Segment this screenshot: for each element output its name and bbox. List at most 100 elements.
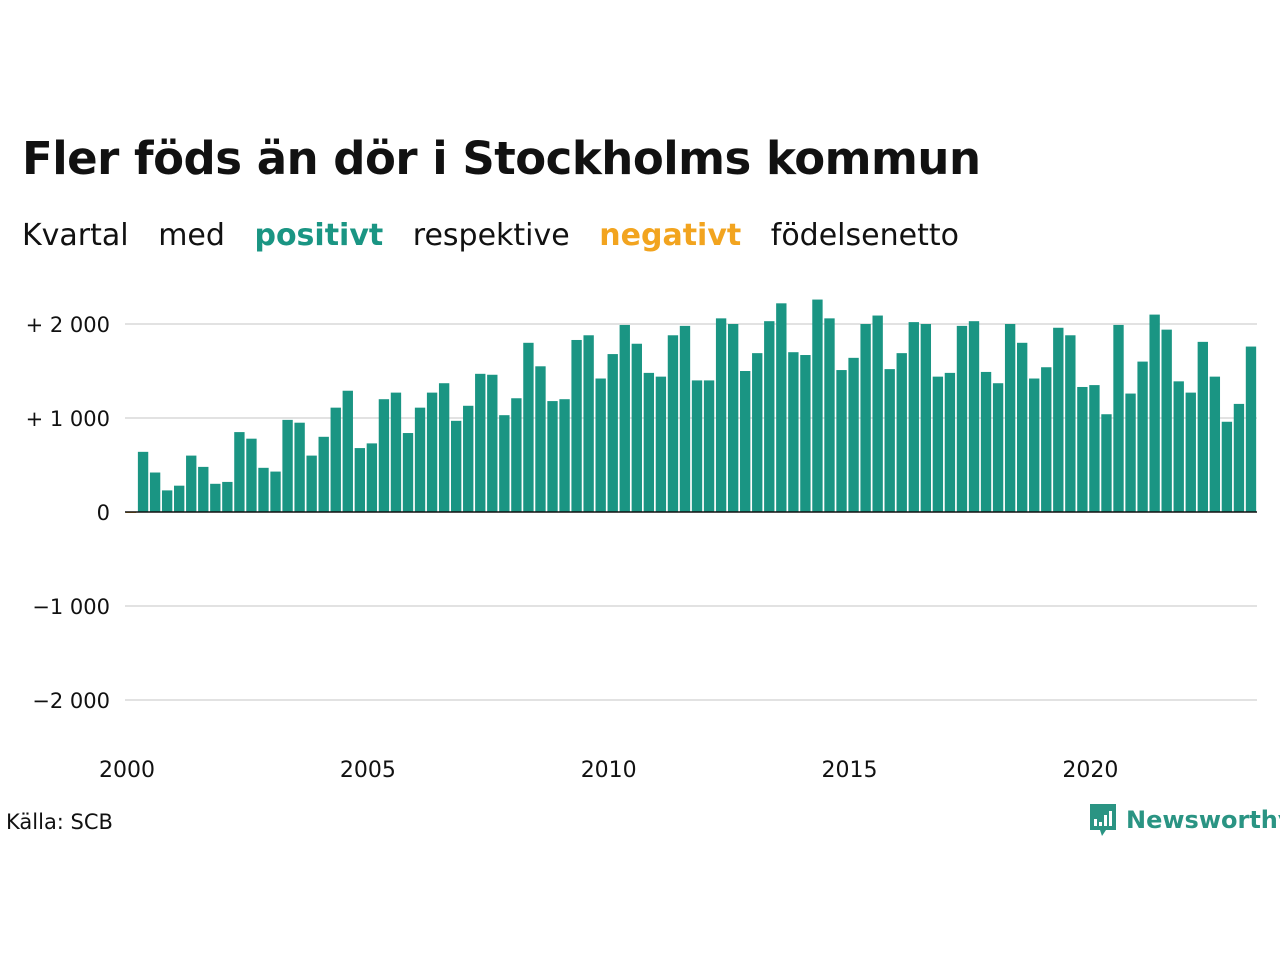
bar — [752, 353, 763, 512]
bar — [908, 322, 919, 512]
bar — [715, 318, 727, 512]
bar — [174, 485, 185, 512]
bar — [631, 343, 642, 512]
bar — [848, 357, 859, 512]
subtitle-word: födelsenetto — [770, 218, 959, 253]
brand-name: Newsworthy — [1126, 806, 1280, 834]
chart-subtitle: Kvartal med positivt respektive negativt… — [22, 218, 979, 253]
bar — [511, 398, 522, 512]
bar — [535, 366, 546, 512]
bar — [318, 436, 329, 512]
bar — [1245, 346, 1257, 512]
bar-chart: + 2 000 + 1 000 0 −1 000 −2 000 2000 2005 2010 2… — [26, 299, 1257, 783]
bar — [1197, 341, 1208, 512]
bar — [487, 374, 498, 512]
bar — [330, 407, 341, 512]
bar — [475, 373, 486, 512]
bar — [920, 324, 932, 512]
bar — [1113, 324, 1124, 512]
bar — [776, 303, 787, 512]
bar — [1089, 385, 1100, 512]
bar — [1053, 327, 1064, 512]
bar — [234, 432, 245, 512]
newsworthy-logo-icon — [1090, 804, 1116, 836]
bar — [1161, 329, 1172, 512]
bar — [149, 472, 161, 512]
bar — [1209, 376, 1221, 512]
bar — [499, 415, 510, 512]
bar — [342, 390, 353, 512]
bar — [390, 392, 402, 512]
bar — [523, 342, 534, 512]
y-tick-label: −1 000 — [32, 595, 110, 619]
bar — [703, 380, 715, 512]
bar — [655, 376, 667, 512]
bar — [161, 490, 173, 512]
bar — [559, 399, 570, 512]
bar — [450, 420, 462, 512]
bar — [1185, 392, 1196, 512]
bar — [1233, 403, 1245, 512]
bar — [800, 355, 811, 512]
bar — [1221, 421, 1233, 512]
bar — [643, 372, 655, 512]
bar — [1065, 335, 1076, 512]
bar — [210, 483, 221, 512]
bar — [1173, 381, 1184, 512]
bar — [860, 324, 871, 512]
bar — [246, 438, 257, 512]
bar — [764, 321, 775, 512]
x-tick-label: 2015 — [822, 758, 878, 783]
subtitle-positive: positivt — [254, 218, 384, 253]
bar — [571, 339, 582, 512]
x-tick-label: 2020 — [1062, 758, 1118, 783]
bar — [896, 353, 907, 512]
x-tick-label: 2005 — [340, 758, 396, 783]
subtitle-word: med — [158, 218, 225, 253]
bar — [691, 380, 703, 512]
bar — [438, 383, 450, 512]
bar — [426, 392, 438, 512]
bar — [1101, 414, 1112, 512]
bar — [788, 352, 799, 512]
bar — [414, 407, 426, 512]
subtitle-word: respektive — [412, 218, 570, 253]
y-tick-label: + 2 000 — [26, 313, 110, 337]
bar — [1149, 314, 1160, 512]
bar — [619, 324, 630, 512]
bar — [1041, 367, 1052, 512]
y-tick-label: + 1 000 — [26, 407, 110, 431]
y-tick-label: 0 — [97, 501, 110, 525]
y-tick-label: −2 000 — [32, 689, 110, 713]
bar — [740, 371, 751, 512]
bar — [884, 369, 895, 512]
bar — [679, 325, 691, 512]
bar — [968, 321, 980, 512]
bar — [812, 299, 823, 512]
x-tick-label: 2010 — [581, 758, 637, 783]
bar — [992, 383, 1004, 512]
bar — [836, 370, 847, 512]
bar — [222, 481, 233, 512]
bar — [366, 443, 378, 512]
bar — [956, 325, 968, 512]
bar — [270, 471, 281, 512]
chart-title: Fler föds än dör i Stockholms kommun — [22, 132, 981, 185]
bar — [137, 451, 149, 512]
source-note: Källa: SCB — [6, 810, 113, 834]
bar — [378, 399, 390, 512]
bar — [306, 455, 317, 512]
brand: Newsworthy — [1088, 802, 1280, 838]
bar — [824, 318, 835, 512]
bar — [607, 354, 618, 512]
bar — [186, 455, 197, 512]
bar — [944, 372, 956, 512]
bar — [1125, 393, 1136, 512]
bar — [595, 378, 606, 512]
x-tick-label: 2000 — [99, 758, 155, 783]
bar — [932, 376, 944, 512]
bar — [667, 335, 679, 512]
bar — [294, 422, 305, 512]
bar — [354, 448, 366, 512]
bar — [1077, 386, 1088, 512]
